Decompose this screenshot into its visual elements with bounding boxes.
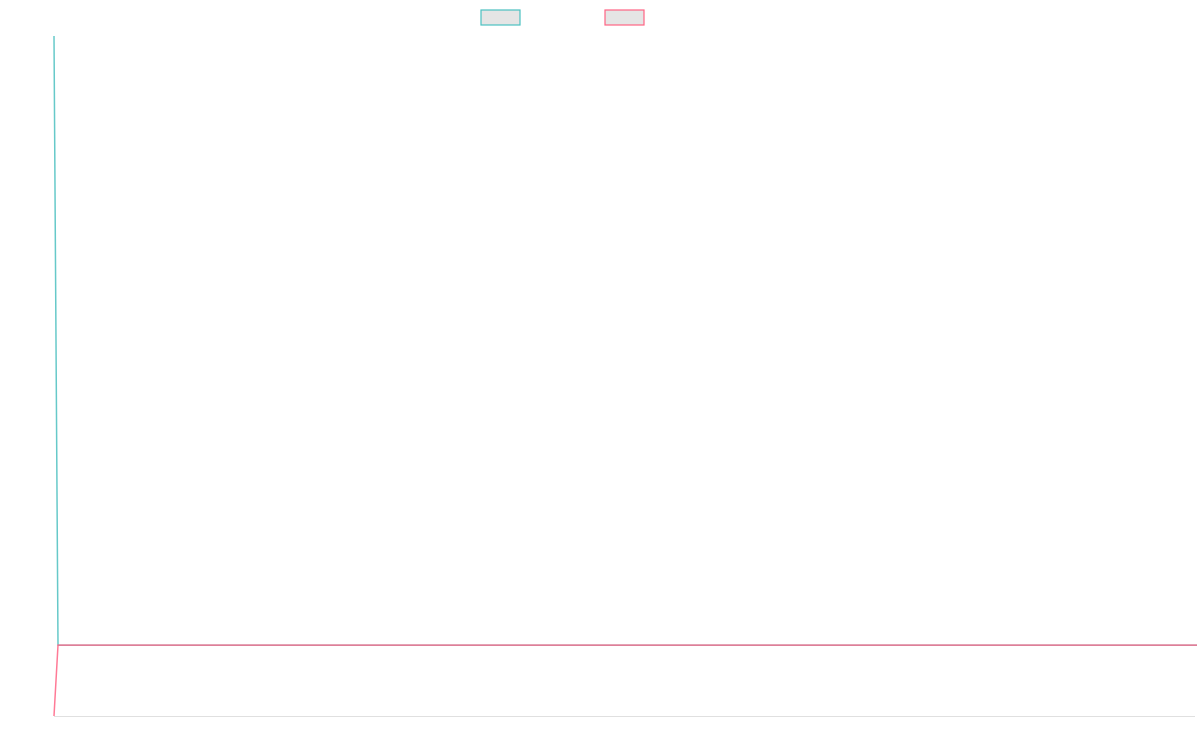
- legend-swatch-2[interactable]: [604, 9, 645, 26]
- legend: [480, 9, 645, 26]
- series-line-1: [53, 35, 1197, 646]
- legend-swatch-1[interactable]: [480, 9, 521, 26]
- series-lines: [53, 35, 1197, 717]
- series-line-2: [53, 644, 1197, 717]
